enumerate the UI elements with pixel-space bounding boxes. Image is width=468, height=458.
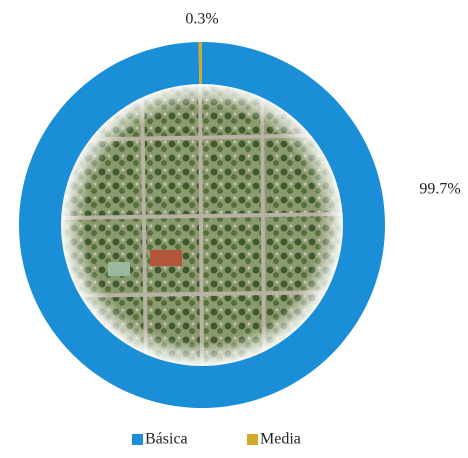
center-image <box>61 84 343 366</box>
donut-slice <box>198 42 202 85</box>
legend-label: Básica <box>145 431 188 448</box>
legend-swatch <box>132 434 143 445</box>
data-label: 99.7% <box>419 181 460 198</box>
legend-swatch <box>247 434 258 445</box>
legend-label: Media <box>260 431 301 448</box>
data-label: 0.3% <box>185 11 218 28</box>
